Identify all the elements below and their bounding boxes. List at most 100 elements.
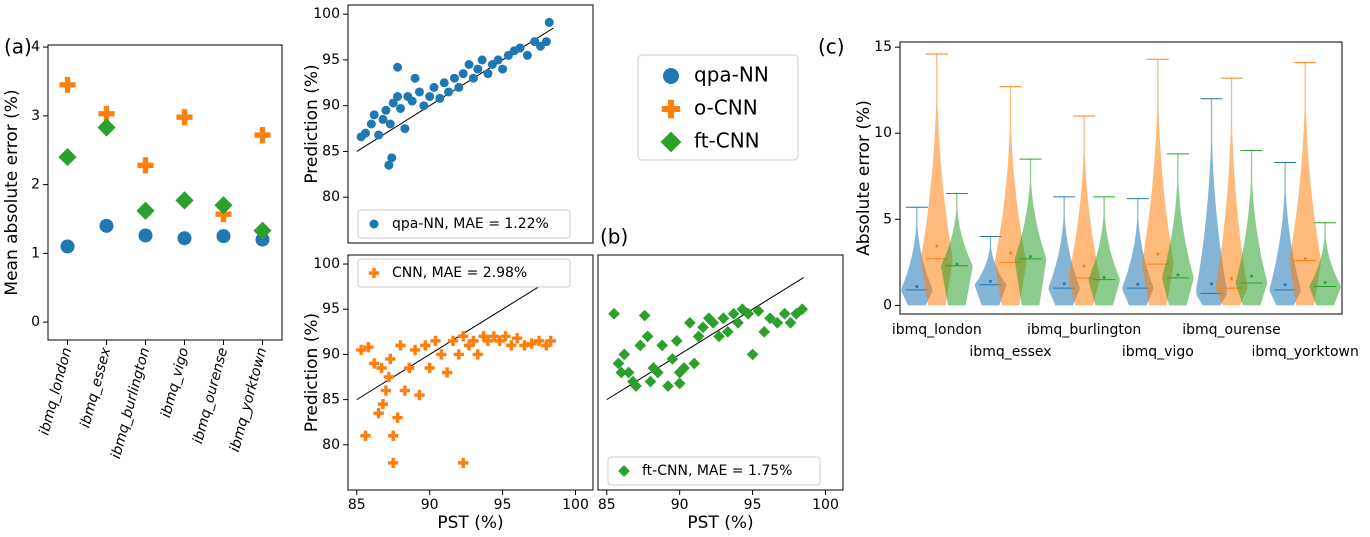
x-tick-label: ibmq_london	[36, 346, 75, 437]
mean-dot	[1283, 283, 1287, 287]
panel-label: (c)	[818, 35, 845, 59]
point	[58, 147, 77, 167]
point	[424, 362, 435, 374]
y-tick-label: 10	[874, 125, 892, 141]
point	[254, 127, 271, 144]
mean-dot	[1323, 280, 1327, 284]
mean-dot	[955, 262, 959, 266]
point	[634, 339, 647, 352]
point	[378, 114, 388, 124]
x-tick-label: 90	[421, 497, 439, 513]
point	[615, 366, 628, 379]
legend-box	[357, 209, 571, 239]
violin	[1014, 159, 1047, 306]
y-tick-label: 5	[883, 211, 892, 227]
legend-label: ft-CNN, MAE = 1.75%	[642, 463, 792, 479]
point	[429, 82, 439, 92]
point	[214, 196, 233, 215]
x-axis-label: PST (%)	[437, 513, 503, 533]
point	[388, 457, 399, 469]
point	[472, 349, 483, 360]
point	[661, 99, 681, 119]
legend-label: ft-CNN	[694, 129, 760, 153]
point	[435, 93, 445, 103]
legend-label: o-CNN	[694, 96, 758, 120]
point	[393, 62, 403, 72]
y-axis-label: Prediction (%)	[302, 64, 322, 183]
x-tick-label: ibmq_burlington	[1027, 322, 1141, 338]
point	[369, 358, 380, 369]
point	[533, 335, 545, 347]
point	[764, 312, 776, 325]
point	[458, 331, 469, 342]
x-tick-label: ibmq_ourense	[1182, 322, 1281, 338]
point	[458, 69, 468, 79]
point	[176, 109, 193, 126]
x-tick-label: 100	[562, 497, 589, 513]
point	[414, 87, 424, 97]
point	[444, 87, 454, 97]
y-tick-label: 4	[31, 39, 40, 55]
x-tick-label: ibmq_vigo	[1122, 344, 1194, 360]
legend-label: qpa-NN, MAE = 1.22%	[392, 216, 549, 232]
x-tick-label: 95	[744, 497, 762, 513]
point	[618, 465, 630, 477]
point	[468, 73, 478, 83]
point	[366, 119, 376, 129]
y-axis-label: Prediction (%)	[302, 313, 322, 432]
x-tick-label: 100	[812, 497, 839, 513]
y-tick-label: 100	[313, 6, 340, 22]
plot-frame	[597, 254, 844, 491]
point	[673, 377, 686, 390]
point	[395, 340, 406, 351]
y-tick-label: 90	[322, 98, 340, 114]
point	[678, 362, 690, 374]
point	[663, 68, 679, 84]
y-axis-label: Absolute error (%)	[854, 100, 874, 256]
point	[449, 73, 459, 83]
point	[458, 457, 469, 469]
point	[493, 55, 503, 65]
point	[641, 330, 654, 343]
point	[373, 407, 384, 419]
mean-dot	[1102, 276, 1106, 280]
point	[790, 307, 803, 320]
point	[697, 321, 709, 334]
point	[175, 191, 194, 210]
x-tick-label: ibmq_yorktown	[227, 346, 270, 454]
plot-frame	[347, 254, 594, 491]
point	[361, 128, 370, 138]
x-tick-label: ibmq_london	[892, 322, 982, 338]
point	[473, 64, 483, 74]
violin	[1142, 59, 1174, 306]
y-tick-label: 2	[31, 177, 40, 193]
point	[441, 367, 453, 378]
plot-frame	[347, 4, 594, 244]
point	[177, 231, 192, 246]
point	[381, 105, 391, 115]
point	[651, 366, 664, 379]
point	[784, 316, 797, 329]
point	[494, 335, 505, 347]
point	[383, 371, 395, 383]
x-tick-label: ibmq_burlington	[108, 346, 153, 461]
point	[488, 331, 500, 342]
point	[414, 389, 425, 401]
mean-dot	[1210, 282, 1213, 286]
y-tick-label: 85	[322, 143, 340, 159]
point	[662, 380, 674, 392]
violin	[1088, 196, 1120, 306]
point	[399, 385, 411, 396]
point	[688, 357, 701, 370]
x-tick-label: 95	[494, 497, 512, 513]
point	[385, 119, 395, 129]
legend-box	[357, 258, 571, 288]
point	[384, 160, 394, 170]
point	[430, 335, 441, 347]
point	[541, 37, 551, 47]
mean-dot	[1029, 255, 1032, 259]
point	[400, 124, 410, 134]
violin	[974, 236, 1007, 306]
point	[702, 312, 715, 325]
point	[436, 349, 447, 360]
